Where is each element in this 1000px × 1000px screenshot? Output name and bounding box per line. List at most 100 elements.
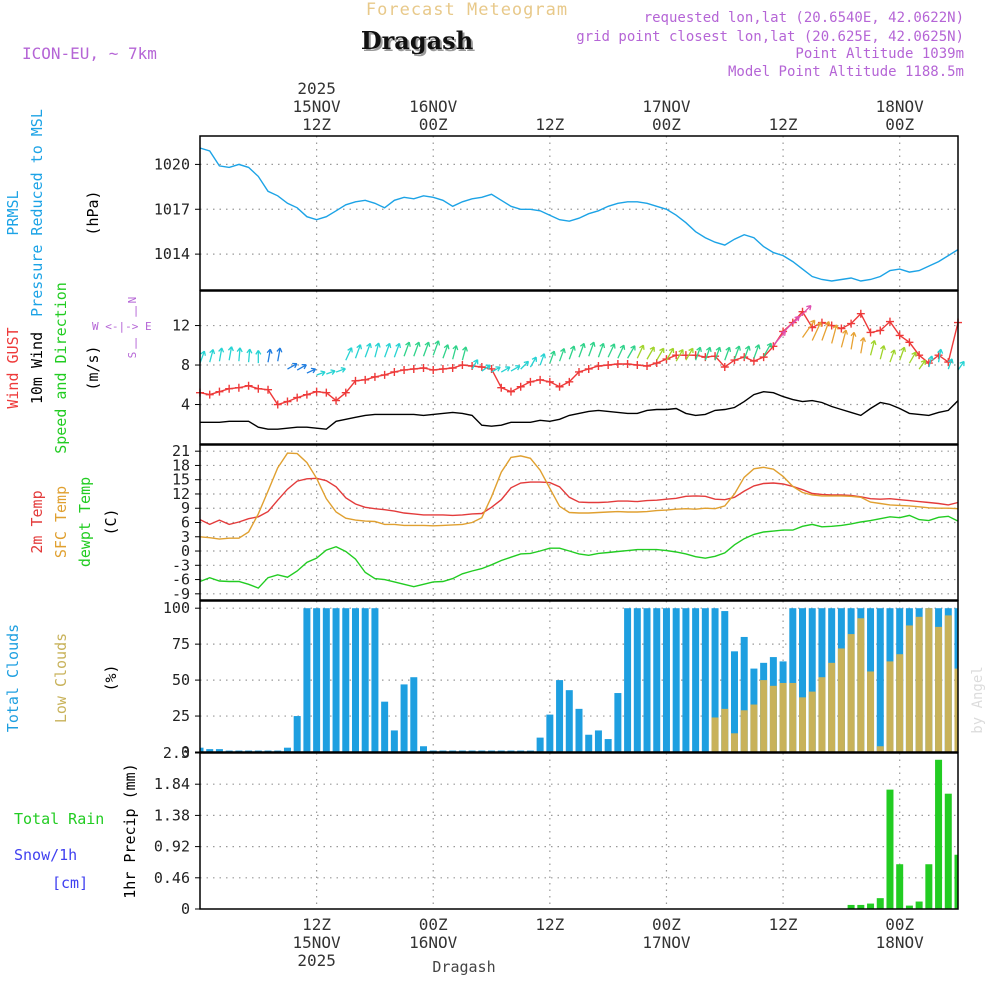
bar-total-clouds bbox=[313, 608, 321, 752]
y-tick-label: 18 bbox=[172, 456, 190, 474]
wind-arrow bbox=[461, 346, 468, 361]
panel-label-precip-axis: 1hr Precip (mm) bbox=[121, 763, 139, 898]
gust-marker bbox=[400, 365, 409, 374]
bar-total-clouds bbox=[342, 608, 350, 752]
bar-total-rain bbox=[876, 898, 884, 909]
wind-arrow bbox=[724, 346, 732, 361]
gust-marker bbox=[526, 377, 535, 386]
wind-arrow bbox=[481, 364, 491, 372]
wind-arrow bbox=[627, 345, 636, 359]
bar-low-clouds bbox=[896, 654, 904, 752]
bar-total-rain bbox=[944, 793, 952, 909]
wind-arrow bbox=[549, 350, 556, 364]
time-label-bottom: 12Z bbox=[535, 915, 564, 934]
y-tick-label: -9 bbox=[172, 585, 190, 603]
time-label-bottom: 2025 bbox=[297, 951, 336, 970]
wind-arrow bbox=[957, 360, 965, 371]
gust-marker bbox=[584, 364, 593, 373]
bar-total-clouds bbox=[701, 608, 709, 752]
bar-total-clouds bbox=[585, 734, 593, 752]
panel-label: Pressure Reduced to MSL bbox=[28, 109, 46, 317]
wind-arrow bbox=[801, 319, 816, 338]
bar-low-clouds bbox=[847, 634, 855, 752]
bar-total-rain bbox=[905, 905, 913, 909]
gust-marker bbox=[302, 390, 311, 399]
bar-low-clouds bbox=[769, 685, 777, 752]
bar-total-clouds bbox=[206, 749, 214, 752]
panel-label: Total Clouds bbox=[4, 624, 22, 732]
gust-marker bbox=[905, 338, 914, 347]
wind-arrow bbox=[422, 341, 431, 357]
bar-total-rain bbox=[847, 904, 855, 909]
time-label-top: 00Z bbox=[652, 115, 681, 134]
wind-arrow bbox=[558, 348, 566, 362]
gust-marker bbox=[604, 361, 613, 370]
y-tick-label: -3 bbox=[172, 556, 190, 574]
bar-low-clouds bbox=[740, 710, 748, 752]
point-altitude: Point Altitude 1039m bbox=[795, 46, 964, 62]
wind-arrow bbox=[695, 346, 702, 361]
bar-low-clouds bbox=[867, 671, 875, 752]
bar-total-clouds bbox=[789, 608, 797, 752]
gust-marker bbox=[429, 365, 438, 374]
wind-arrow bbox=[218, 347, 225, 362]
wind-arrow bbox=[753, 344, 761, 359]
bar-total-clouds bbox=[400, 684, 408, 752]
panel-frame-wind bbox=[199, 290, 959, 445]
time-label-top: 12Z bbox=[302, 115, 331, 134]
y-tick-label: 0 bbox=[181, 743, 190, 761]
time-label-bottom: 12Z bbox=[769, 915, 798, 934]
panel-label: (C) bbox=[102, 508, 120, 535]
gust-marker bbox=[293, 393, 302, 402]
time-label-bottom: 00Z bbox=[419, 915, 448, 934]
time-label-bottom: 18NOV bbox=[876, 933, 925, 952]
bar-total-rain bbox=[954, 854, 958, 909]
y-tick-label: 12 bbox=[172, 485, 190, 503]
wind-arrow bbox=[889, 349, 897, 363]
wind-arrow bbox=[199, 350, 207, 364]
wind-arrow bbox=[529, 356, 538, 368]
wind-arrow bbox=[246, 348, 253, 363]
gust-marker bbox=[205, 390, 214, 399]
y-tick-label: 1.38 bbox=[154, 806, 190, 824]
y-tick-label: 1.84 bbox=[154, 775, 190, 793]
panel-label: 2m Temp bbox=[28, 490, 46, 553]
wind-arrow bbox=[266, 348, 273, 363]
gust-marker bbox=[448, 363, 457, 372]
time-label-top: 12Z bbox=[769, 115, 798, 134]
gust-marker bbox=[575, 367, 583, 376]
wind-arrow bbox=[306, 367, 317, 374]
bar-low-clouds bbox=[789, 682, 797, 752]
bar-total-clouds bbox=[322, 608, 330, 752]
y-tick-label: 8 bbox=[181, 356, 190, 374]
wind-arrow bbox=[296, 363, 307, 371]
compass-we: W <-|-> E bbox=[92, 320, 152, 333]
wind-arrow bbox=[685, 347, 694, 361]
bar-total-rain bbox=[857, 904, 865, 909]
bar-total-clouds bbox=[556, 680, 564, 752]
bar-total-clouds bbox=[303, 608, 311, 752]
gust-marker bbox=[506, 387, 515, 396]
time-label-top: 17NOV bbox=[642, 97, 691, 116]
bar-low-clouds bbox=[799, 697, 807, 752]
wind-arrow bbox=[384, 342, 392, 358]
gust-marker bbox=[283, 397, 292, 406]
gust-marker bbox=[876, 326, 885, 335]
time-label-bottom: 16NOV bbox=[409, 933, 458, 952]
wind-arrow bbox=[607, 343, 616, 358]
time-label-top: 16NOV bbox=[409, 97, 458, 116]
panel-label: PRMSL bbox=[4, 190, 22, 235]
y-tick-label: 25 bbox=[172, 707, 190, 725]
bar-total-clouds bbox=[653, 608, 661, 752]
wind-arrow bbox=[763, 342, 772, 357]
bar-total-clouds bbox=[692, 608, 700, 752]
gust-marker bbox=[516, 382, 525, 391]
bar-total-clouds bbox=[293, 716, 301, 752]
bar-low-clouds bbox=[915, 616, 923, 752]
time-label-top: 15NOV bbox=[293, 97, 342, 116]
wind-arrow bbox=[821, 320, 831, 341]
y-tick-label: 4 bbox=[181, 396, 190, 414]
wind-arrow bbox=[578, 342, 586, 358]
bar-low-clouds bbox=[837, 648, 845, 752]
